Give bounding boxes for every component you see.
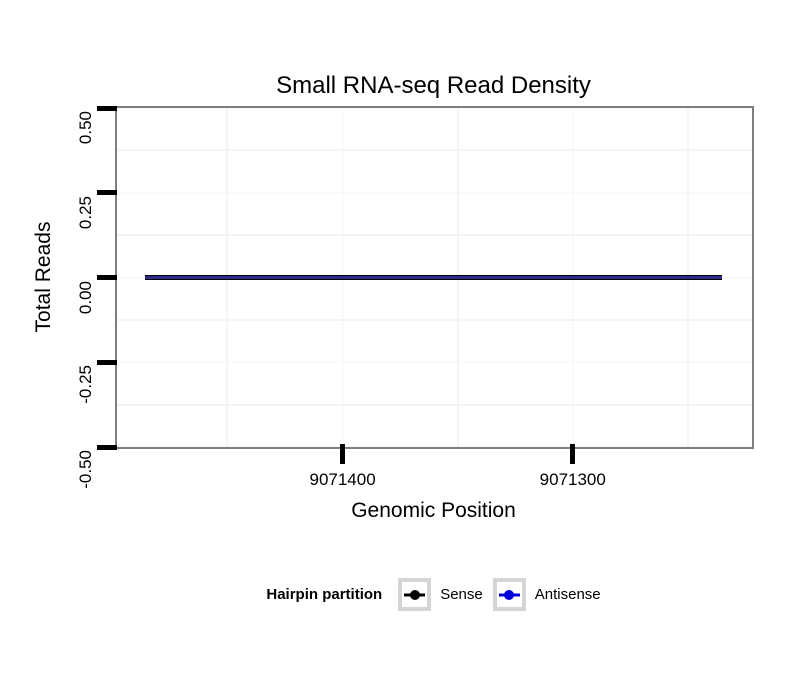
point-glyph-icon: [409, 589, 420, 600]
y-tick-mark: [97, 105, 117, 111]
gridline-minor-y: [117, 318, 752, 321]
gridline-major-y: [117, 361, 752, 364]
x-tick-label: 9071300: [539, 470, 606, 489]
x-tick-mark: [570, 444, 576, 464]
legend-item-sense: Sense: [398, 578, 483, 611]
x-tick-label: 9071400: [309, 470, 376, 489]
gridline-major-y: [117, 108, 752, 109]
legend-key-antisense: [492, 578, 526, 611]
y-axis-title: Total Reads: [32, 221, 55, 333]
gridline-minor-y: [117, 403, 752, 406]
gridline-minor-y: [117, 149, 752, 152]
legend-label-antisense: Antisense: [534, 586, 601, 603]
legend-label-sense: Sense: [440, 586, 483, 603]
legend-key-sense: [398, 578, 432, 611]
gridline-major-y: [117, 191, 752, 194]
y-tick-mark: [97, 444, 117, 450]
y-tick-mark: [97, 359, 117, 365]
y-tick-mark: [97, 190, 117, 196]
x-tick-mark: [340, 444, 346, 464]
point-glyph-icon: [504, 589, 515, 600]
gridline-minor-y: [117, 234, 752, 237]
y-tick-mark: [97, 275, 117, 280]
legend: Hairpin partition Sense Antisense: [117, 576, 750, 613]
legend-title: Hairpin partition: [266, 586, 383, 603]
x-axis-title: Genomic Position: [351, 499, 516, 522]
data-line-antisense: [144, 276, 723, 279]
chart-title: Small RNA-seq Read Density: [276, 72, 591, 99]
gridline-major-y: [117, 446, 752, 447]
legend-item-antisense: Antisense: [492, 578, 601, 611]
